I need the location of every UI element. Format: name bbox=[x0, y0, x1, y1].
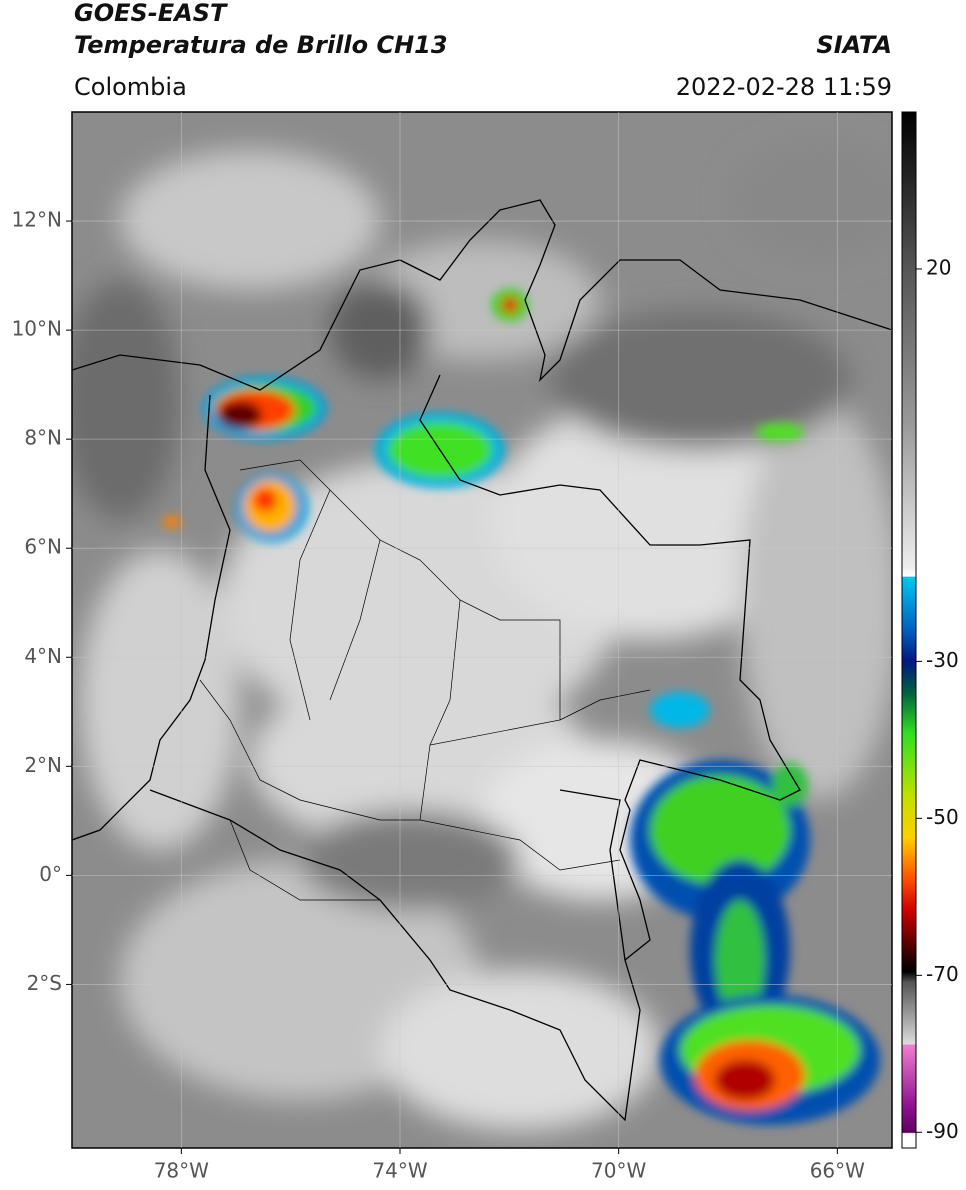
y-tick-label: 10°N bbox=[12, 317, 62, 341]
y-tick-label: 8°N bbox=[24, 426, 62, 450]
y-tick-label: 12°N bbox=[12, 208, 62, 232]
colorbar-tick-label: -30 bbox=[926, 648, 959, 672]
y-tick-label: 2°N bbox=[24, 753, 62, 777]
x-tick-label: 74°W bbox=[372, 1159, 427, 1183]
colorbar-tick-label: -50 bbox=[926, 805, 959, 829]
subtitle: Temperatura de Brillo CH13 bbox=[74, 31, 448, 59]
colorbar-tick-label: -90 bbox=[926, 1119, 959, 1143]
timestamp: 2022-02-28 11:59 bbox=[676, 73, 892, 101]
y-tick-label: 4°N bbox=[24, 644, 62, 668]
y-tick-label: 6°N bbox=[24, 535, 62, 559]
source: SIATA bbox=[816, 31, 892, 59]
region: Colombia bbox=[74, 73, 187, 101]
title: GOES-EAST bbox=[74, 0, 228, 27]
colorbar-tick-label: 20 bbox=[926, 255, 951, 279]
y-tick-label: 0° bbox=[39, 862, 62, 886]
x-tick-label: 66°W bbox=[810, 1159, 865, 1183]
satellite-image bbox=[72, 112, 892, 1148]
colorbar-tick-label: -70 bbox=[926, 962, 959, 986]
x-tick-label: 70°W bbox=[591, 1159, 646, 1183]
map-frame bbox=[71, 111, 893, 1149]
y-tick-label: 2°S bbox=[27, 971, 62, 995]
colorbar bbox=[901, 111, 917, 1149]
x-tick-label: 78°W bbox=[154, 1159, 209, 1183]
